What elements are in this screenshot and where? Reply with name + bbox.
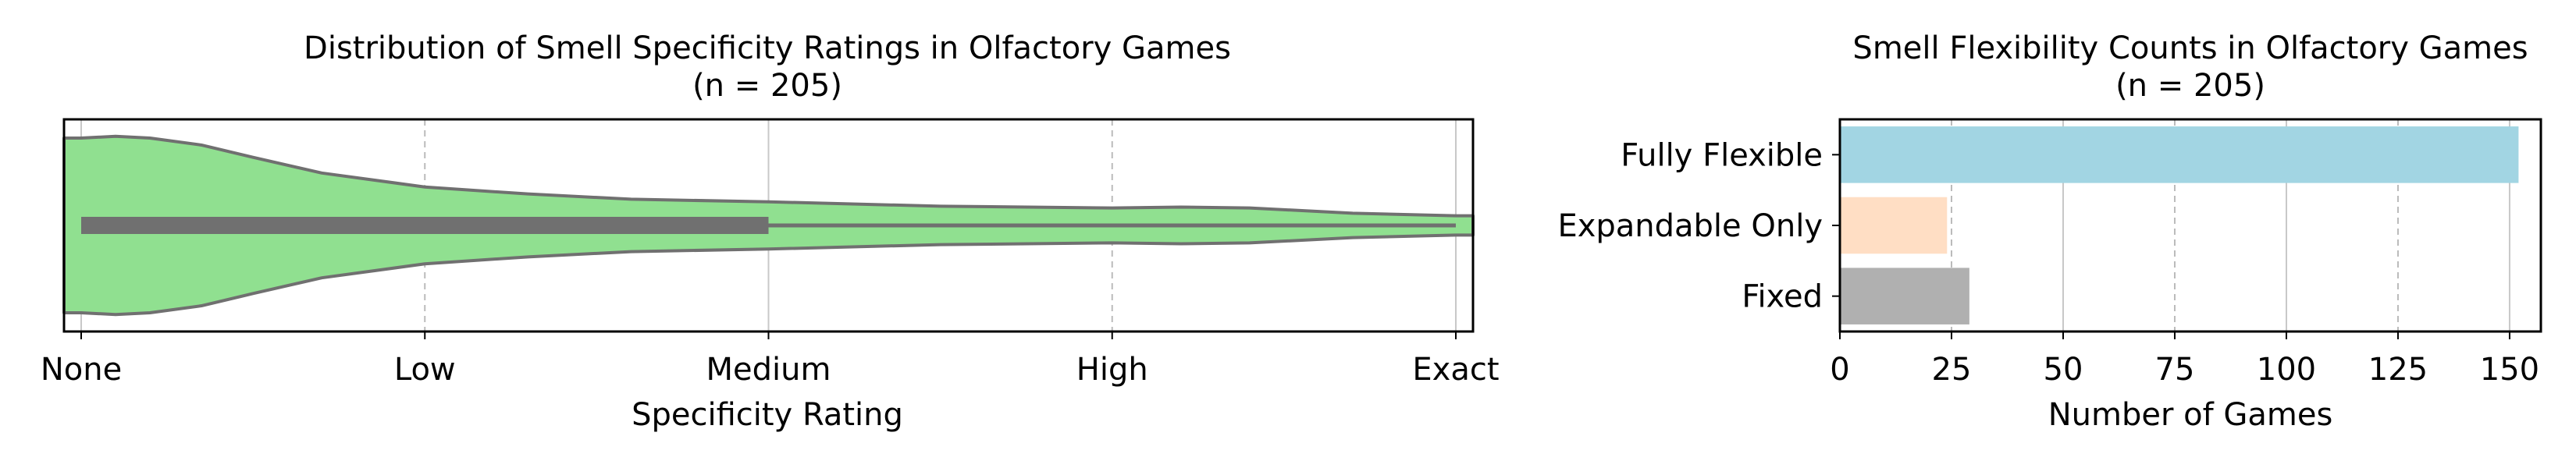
bar-chart: Smell Flexibility Counts in Olfactory Ga… [1557,30,2542,433]
bar-x-ticks: 0 25 50 75 100 125 150 [1830,332,2539,388]
bar-y-ticks: Fully Flexible Expandable Only Fixed [1557,137,1840,315]
bar-y-tick-label: Fully Flexible [1621,137,1823,173]
bar-x-tick-label: 150 [2480,352,2539,388]
bar-x-tick-label: 0 [1830,352,1849,388]
bar-x-tick-label: 75 [2155,352,2195,388]
violin-x-tick-label: Medium [706,352,831,388]
bar-y-tick-label: Fixed [1742,279,1823,315]
violin-x-tick-label: Low [394,352,456,388]
violin-x-tick-label: High [1076,352,1148,388]
violin-chart-subtitle: (n = 205) [692,68,842,104]
violin-chart-title: Distribution of Smell Specificity Rating… [304,30,1231,66]
violin-iqr-box [81,217,769,234]
violin-x-ticks: None Low Medium High Exact [41,332,1500,388]
violin-x-tick-label: Exact [1412,352,1499,388]
bar-chart-title: Smell Flexibility Counts in Olfactory Ga… [1852,30,2528,66]
violin-chart: Distribution of Smell Specificity Rating… [41,30,1500,433]
bar-chart-subtitle: (n = 205) [2115,68,2265,104]
bar-y-tick-label: Expandable Only [1557,208,1823,244]
violin-x-axis-label: Specificity Rating [632,397,903,433]
bar-fixed [1840,268,1969,324]
bar-x-tick-label: 50 [2044,352,2083,388]
bar-fully-flexible [1840,126,2519,183]
bar-series [1840,126,2519,324]
bar-x-tick-label: 100 [2257,352,2316,388]
bar-x-tick-label: 25 [1932,352,1972,388]
bar-expandable-only [1840,197,1948,254]
violin-x-tick-label: None [41,352,122,388]
bar-x-tick-label: 125 [2368,352,2428,388]
bar-x-axis-label: Number of Games [2048,397,2333,433]
